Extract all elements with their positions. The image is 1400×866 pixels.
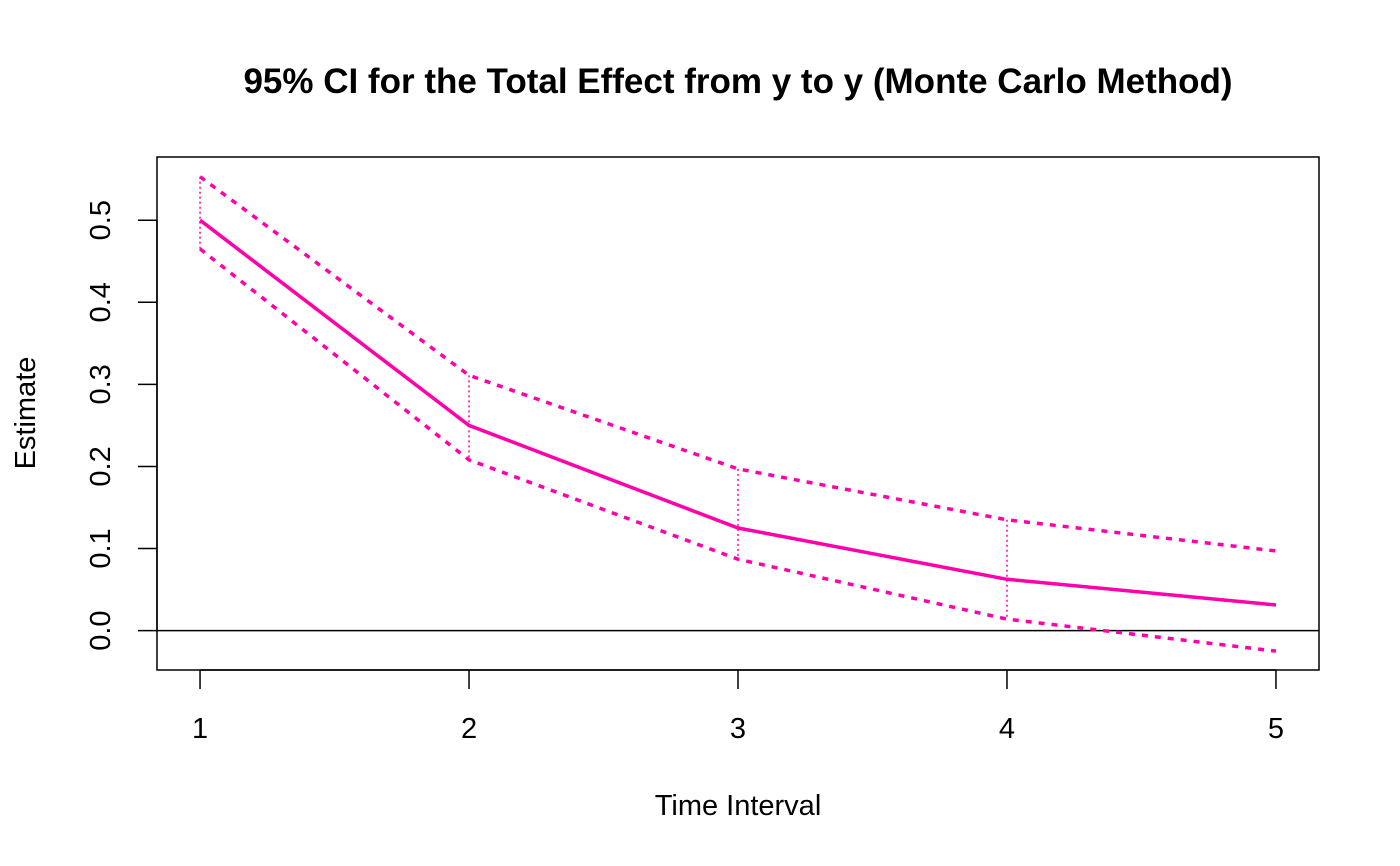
plot-area xyxy=(157,175,1319,653)
x-tick-label: 5 xyxy=(1268,713,1284,745)
x-tick-label: 3 xyxy=(730,713,746,745)
y-tick-label: 0.5 xyxy=(85,200,117,240)
lower-ci-line xyxy=(198,247,1277,653)
y-tick-label: 0.4 xyxy=(85,282,117,322)
x-axis-label: Time Interval xyxy=(655,790,822,822)
y-axis-label: Estimate xyxy=(10,357,42,470)
y-tick-label: 0.0 xyxy=(85,610,117,650)
x-tick-label: 4 xyxy=(999,713,1015,745)
estimate-line xyxy=(198,218,1277,607)
y-tick-label: 0.3 xyxy=(85,364,117,404)
x-tick-label: 2 xyxy=(461,713,477,745)
x-tick-label: 1 xyxy=(192,713,208,745)
y-tick-label: 0.1 xyxy=(85,528,117,568)
y-axis: 0.0 0.1 0.2 0.3 0.4 0.5 xyxy=(85,200,158,651)
x-axis: 1 2 3 4 5 xyxy=(192,669,1284,745)
chart-title: 95% CI for the Total Effect from y to y … xyxy=(243,62,1232,101)
y-tick-label: 0.2 xyxy=(85,446,117,486)
upper-ci-line xyxy=(198,175,1277,553)
